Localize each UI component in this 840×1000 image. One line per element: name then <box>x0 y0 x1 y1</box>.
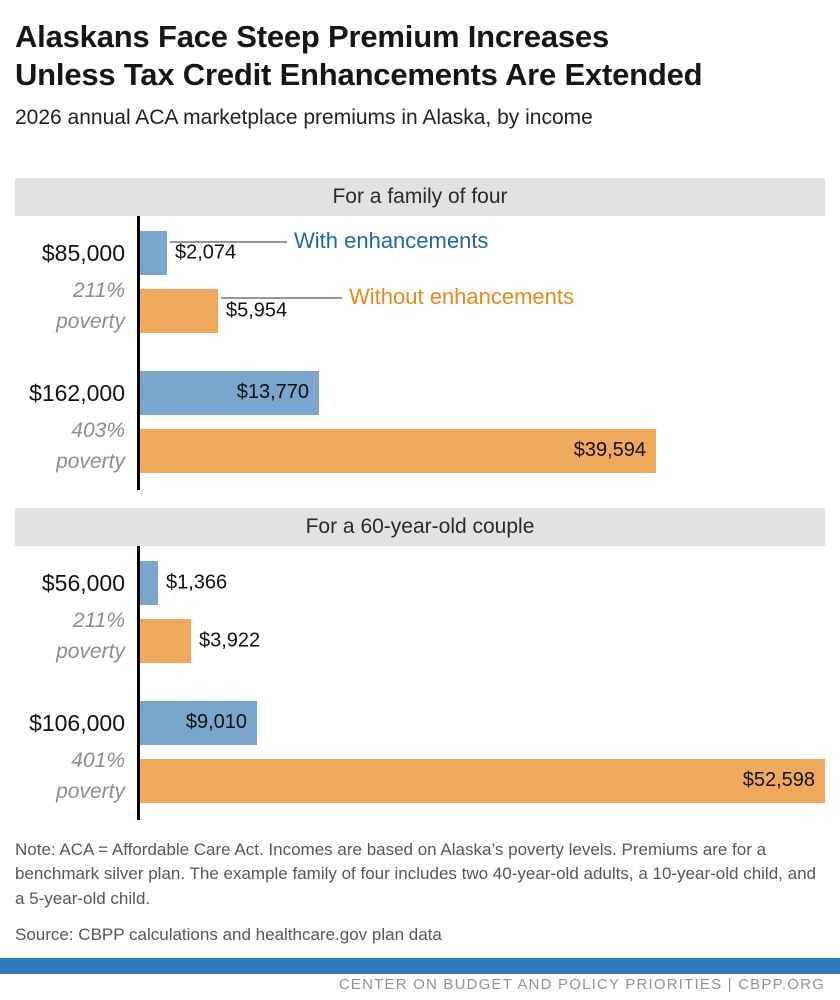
bar-row: $3,922 <box>140 618 825 663</box>
footer-accent-bar <box>0 958 840 974</box>
bar-without-enhancements <box>140 288 218 333</box>
source-text: Source: CBPP calculations and healthcare… <box>15 924 442 944</box>
bar-value-label: $39,594 <box>573 439 646 462</box>
y-axis-line <box>137 545 140 820</box>
bar-with-enhancements: $13,770 <box>140 370 319 415</box>
panel-chart-area: $56,000 211% poverty $1,366 $3,922 $106,000 40… <box>15 545 825 820</box>
income-label: $85,000 <box>41 239 125 266</box>
bar-value-label: $3,922 <box>199 629 261 652</box>
income-label: $162,000 <box>29 379 125 406</box>
bar-value-label: $2,074 <box>175 241 237 264</box>
legend-with-enhancements: With enhancements <box>294 227 489 253</box>
bar-without-enhancements <box>140 618 191 663</box>
bar-group: $106,000 401% poverty $9,010 $52,598 <box>15 700 825 807</box>
bars-block: $13,770 $39,594 <box>140 370 825 473</box>
bars-block: $9,010 $52,598 <box>140 700 825 803</box>
bar-row: $52,598 <box>140 758 825 803</box>
poverty-percent-label: 211% <box>72 608 125 632</box>
poverty-percent-label: 401% <box>71 748 125 772</box>
poverty-word-label: poverty <box>56 779 125 803</box>
bar-value-label: $13,770 <box>236 381 309 404</box>
chart-title-line2: Unless Tax Credit Enhancements Are Exten… <box>15 56 703 92</box>
bar-value-label: $9,010 <box>185 711 247 734</box>
note-text: Note: ACA = Affordable Care Act. Incomes… <box>15 839 816 908</box>
poverty-word-label: poverty <box>56 449 125 473</box>
legend-leader-line <box>170 240 287 243</box>
legend-leader-line <box>221 296 342 299</box>
bars-block: $1,366 $3,922 <box>140 560 825 663</box>
bar-with-enhancements: $9,010 <box>140 700 257 745</box>
bars-block: $2,074 With enhancements $5,954 Without enh… <box>140 227 825 333</box>
chart-subtitle: 2026 annual ACA marketplace premiums in … <box>15 105 593 129</box>
bar-value-label: $1,366 <box>166 571 228 594</box>
bar-with-enhancements <box>140 230 167 275</box>
bar-row: $9,010 <box>140 700 825 745</box>
income-label-block: $56,000 211% poverty <box>15 561 137 667</box>
bar-group: $162,000 403% poverty $13,770 $39,594 <box>15 370 825 477</box>
poverty-word-label: poverty <box>56 309 125 333</box>
bar-value-label: $5,954 <box>226 299 288 322</box>
poverty-percent-label: 211% <box>72 278 125 302</box>
poverty-word-label: poverty <box>56 639 125 663</box>
bar-without-enhancements: $39,594 <box>140 428 656 473</box>
bar-group: $85,000 211% poverty $2,074 With enhancement… <box>15 227 825 337</box>
bar-row: $39,594 <box>140 428 825 473</box>
bar-with-enhancements <box>140 560 158 605</box>
bar-group: $56,000 211% poverty $1,366 $3,922 <box>15 560 825 667</box>
chart-panel: For a family of four $85,000 211% poverty $2… <box>0 177 840 490</box>
poverty-percent-label: 403% <box>71 418 125 442</box>
income-label: $56,000 <box>41 569 125 596</box>
y-axis-line <box>137 215 140 490</box>
panel-title: For a family of four <box>15 177 825 216</box>
income-label-block: $85,000 211% poverty <box>15 231 137 337</box>
bar-row: $5,954 Without enhancements <box>140 284 825 333</box>
bar-row: $13,770 <box>140 370 825 415</box>
charts-container: For a family of four $85,000 211% poverty $2… <box>0 177 840 820</box>
income-label: $106,000 <box>29 709 125 736</box>
legend-without-enhancements: Without enhancements <box>349 283 575 309</box>
bar-row: $2,074 With enhancements <box>140 227 825 275</box>
panel-chart-area: $85,000 211% poverty $2,074 With enhancement… <box>15 215 825 490</box>
chart-title: Alaskans Face Steep Premium Increases Un… <box>0 0 840 94</box>
panel-title: For a 60-year-old couple <box>15 507 825 546</box>
income-label-block: $162,000 403% poverty <box>15 371 137 477</box>
chart-title-line1: Alaskans Face Steep Premium Increases <box>15 19 609 54</box>
bar-without-enhancements: $52,598 <box>140 758 825 803</box>
chart-panel: For a 60-year-old couple $56,000 211% pover… <box>0 507 840 820</box>
bar-row: $1,366 <box>140 560 825 605</box>
bar-value-label: $52,598 <box>742 769 815 792</box>
footer-text: CENTER ON BUDGET AND POLICY PRIORITIES |… <box>338 976 825 993</box>
income-label-block: $106,000 401% poverty <box>15 701 137 807</box>
